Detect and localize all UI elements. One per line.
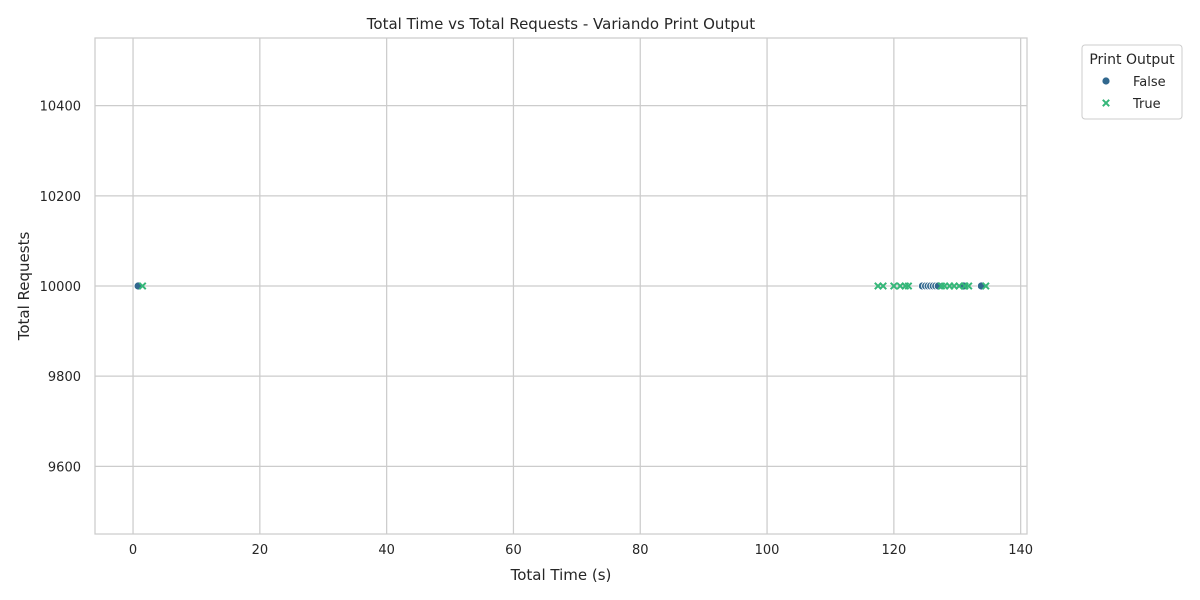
y-axis-label: Total Requests [15,232,33,342]
data-point [879,282,887,290]
x-tick-label: 120 [881,543,906,558]
legend-label-false: False [1133,75,1166,90]
x-axis-label: Total Time (s) [510,566,612,584]
x-tick-label: 100 [755,543,780,558]
plot-frame [94,37,1028,535]
x-tick-label: 140 [1008,543,1033,558]
y-tick-label: 9600 [48,460,81,475]
y-tick-label: 10200 [40,190,81,205]
chart-title: Total Time vs Total Requests - Variando … [366,15,756,33]
legend-label-true: True [1132,97,1161,112]
data-point [955,282,964,290]
data-point [964,282,973,290]
legend-box [1081,44,1183,120]
legend-marker-true [1102,99,1110,107]
data-points [133,281,990,291]
y-tick-labels: 9600 9800 10000 10200 10400 [40,100,81,476]
x-tick-labels: 0 20 40 60 80 100 120 140 [129,543,1033,558]
legend: Print Output False True [1081,44,1183,120]
x-tick-label: 40 [378,543,395,558]
x-tick-label: 0 [129,543,137,558]
data-point [138,282,147,290]
legend-marker-false [1101,76,1111,86]
data-point [904,282,913,290]
x-tick-label: 80 [632,543,649,558]
x-tick-label: 20 [252,543,269,558]
legend-title: Print Output [1089,52,1175,68]
x-tick-label: 60 [505,543,522,558]
y-tick-label: 10400 [40,100,81,115]
data-point [981,282,990,290]
series-true [138,282,990,290]
data-point [889,282,898,290]
y-tick-label: 10000 [40,280,81,295]
grid-layer [95,38,1027,534]
y-tick-label: 9800 [48,370,81,385]
legend-items: False True [1101,75,1166,112]
